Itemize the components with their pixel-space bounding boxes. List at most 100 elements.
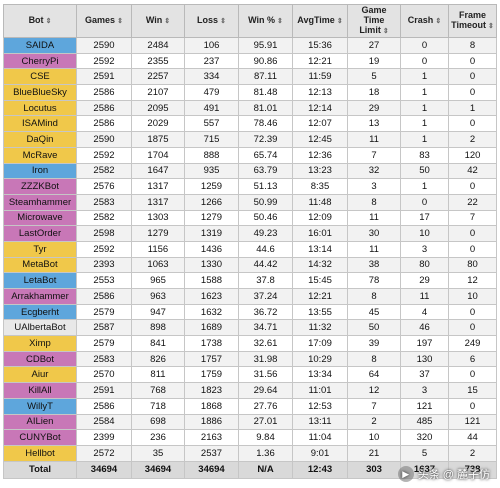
cell-winpct: 29.64: [238, 382, 293, 399]
bot-name-cell: CherryPi: [3, 52, 77, 70]
cell-crash: 83: [400, 146, 449, 164]
column-header-win[interactable]: Win ⇕: [131, 4, 185, 38]
sort-arrows-icon[interactable]: ⇕: [164, 18, 171, 25]
column-header-loss[interactable]: Loss ⇕: [184, 4, 239, 38]
cell-timeout: 0: [448, 240, 497, 258]
cell-games: 2587: [76, 319, 132, 337]
bot-name-cell: Arrakhammer: [3, 288, 77, 305]
cell-win: 1704: [131, 146, 185, 164]
table-body: SAIDA 2590 2484 106 95.91 15:36 27 0 8 CherryPi 25…: [3, 37, 497, 462]
cell-win: 1063: [131, 256, 185, 274]
sort-arrows-icon[interactable]: ⇕: [435, 18, 442, 25]
total-timeout: 738: [448, 460, 497, 479]
cell-crash: 0: [400, 193, 449, 211]
cell-loss: 935: [184, 162, 239, 180]
column-header-avgtime[interactable]: AvgTime ⇕: [292, 4, 348, 38]
cell-loss: 557: [184, 115, 239, 133]
cell-avgtime: 14:32: [292, 256, 348, 274]
cell-loss: 106: [184, 37, 239, 54]
total-gtl: 303: [347, 460, 401, 479]
cell-timeout: 0: [448, 115, 497, 133]
cell-loss: 1738: [184, 335, 239, 352]
toutiao-logo-icon: ▶: [397, 466, 414, 482]
table-row: Iron 2582 1647 935 63.79 13:23 32 50 42: [3, 162, 497, 180]
cell-gtl: 11: [347, 131, 401, 148]
bot-name-cell: Ecgberht: [3, 303, 77, 321]
column-header-games[interactable]: Games ⇕: [76, 4, 132, 38]
table-row: KillAll 2591 768 1823 29.64 11:01 12 3 15: [3, 382, 497, 399]
bot-name-cell: KillAll: [3, 382, 77, 399]
bot-name-cell: CSE: [3, 68, 77, 86]
cell-win: 1317: [131, 178, 185, 195]
cell-games: 2399: [76, 429, 132, 446]
sort-arrows-icon[interactable]: ⇕: [277, 18, 283, 25]
bot-name-cell: ZZZKBot: [3, 178, 77, 195]
table-row: Ximp 2579 841 1738 32.61 17:09 39 197 249: [3, 335, 497, 352]
cell-games: 2582: [76, 162, 132, 180]
bot-name-cell: Locutus: [3, 99, 77, 117]
cell-crash: 50: [400, 162, 449, 180]
watermark: ▶ 头条 @ 麓子仿: [397, 466, 490, 482]
cell-crash: 1: [400, 84, 449, 101]
bot-name-cell: ISAMind: [3, 115, 77, 133]
cell-games: 2590: [76, 37, 132, 54]
cell-timeout: 2: [448, 444, 497, 462]
cell-avgtime: 12:21: [292, 52, 348, 70]
cell-games: 2583: [76, 350, 132, 368]
column-header-crash[interactable]: Crash ⇕: [400, 4, 449, 38]
cell-win: 947: [131, 303, 185, 321]
cell-win: 2355: [131, 52, 185, 70]
cell-crash: 3: [400, 240, 449, 258]
cell-winpct: 44.42: [238, 256, 293, 274]
total-row: Total 34694 34694 34694 N/A 12:43 303 16…: [3, 460, 497, 479]
table-row: McRave 2592 1704 888 65.74 12:36 7 83 120: [3, 146, 497, 164]
sort-arrows-icon[interactable]: ⇕: [336, 18, 343, 25]
cell-loss: 479: [184, 84, 239, 101]
cell-crash: 0: [400, 37, 449, 54]
column-header-label: Win %: [248, 15, 276, 25]
column-header-gtl[interactable]: Game Time Limit ⇕: [347, 4, 401, 38]
total-avgtime: 12:43: [292, 460, 348, 479]
cell-avgtime: 13:14: [292, 240, 348, 258]
cell-games: 2586: [76, 115, 132, 133]
column-header-winpct[interactable]: Win % ⇕: [238, 4, 293, 38]
sort-arrows-icon[interactable]: ⇕: [45, 18, 52, 25]
cell-gtl: 30: [347, 225, 401, 242]
total-label: Total: [3, 460, 77, 479]
cell-avgtime: 11:59: [292, 68, 348, 86]
table-row: Locutus 2586 2095 491 81.01 12:14 29 1 1: [3, 99, 497, 117]
cell-timeout: 0: [448, 225, 497, 242]
sort-arrows-icon[interactable]: ⇕: [382, 28, 389, 35]
header-row: Bot ⇕ Games ⇕ Win ⇕ Loss ⇕ Win % ⇕ AvgTime ⇕ Game Ti…: [3, 4, 497, 38]
cell-loss: 1757: [184, 350, 239, 368]
column-header-label: Frame Timeout: [451, 10, 486, 30]
cell-loss: 1436: [184, 240, 239, 258]
column-header-bot[interactable]: Bot ⇕: [3, 4, 77, 38]
column-header-timeout[interactable]: Frame Timeout ⇕: [448, 4, 497, 38]
cell-avgtime: 15:45: [292, 272, 348, 289]
table-row: DaQin 2590 1875 715 72.39 12:45 11 1 2: [3, 131, 497, 148]
table-row: ISAMind 2586 2029 557 78.46 12:07 13 1 0: [3, 115, 497, 133]
cell-crash: 4: [400, 303, 449, 321]
table-row: LetaBot 2553 965 1588 37.8 15:45 78 29 12: [3, 272, 497, 289]
cell-games: 2579: [76, 335, 132, 352]
cell-avgtime: 8:35: [292, 178, 348, 195]
cell-winpct: 1.36: [238, 444, 293, 462]
bot-name-cell: McRave: [3, 146, 77, 164]
cell-loss: 1632: [184, 303, 239, 321]
cell-loss: 491: [184, 99, 239, 117]
cell-gtl: 8: [347, 288, 401, 305]
cell-win: 1156: [131, 240, 185, 258]
bot-name-cell: CUNYBot: [3, 429, 77, 446]
cell-timeout: 0: [448, 178, 497, 195]
cell-timeout: 249: [448, 335, 497, 352]
sort-arrows-icon[interactable]: ⇕: [117, 18, 123, 25]
cell-win: 2257: [131, 68, 185, 86]
cell-gtl: 7: [347, 146, 401, 164]
cell-win: 1303: [131, 209, 185, 227]
sort-arrows-icon[interactable]: ⇕: [220, 18, 226, 25]
cell-timeout: 0: [448, 68, 497, 86]
cell-timeout: 0: [448, 84, 497, 101]
sort-arrows-icon[interactable]: ⇕: [487, 23, 494, 30]
total-loss: 34694: [184, 460, 239, 479]
